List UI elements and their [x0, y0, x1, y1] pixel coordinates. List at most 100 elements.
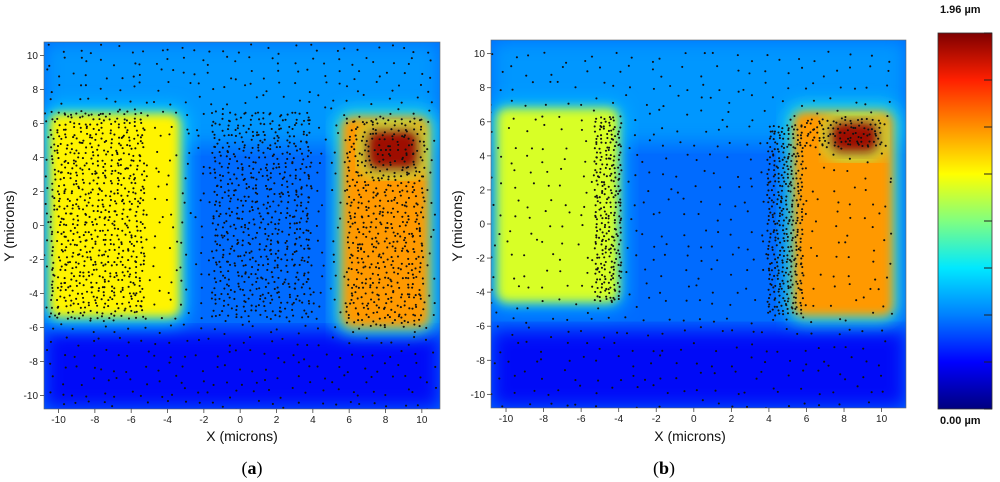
panel-b-sample-dot [860, 140, 863, 143]
panel-a-sample-dot [251, 370, 254, 373]
panel-a-sample-dot [383, 306, 386, 309]
panel-b-sample-dot [865, 117, 868, 120]
panel-b-sample-dot [786, 208, 789, 211]
panel-b-sample-dot [785, 195, 788, 198]
panel-a-sample-dot [242, 231, 245, 234]
panel-a-sample-dot [367, 302, 370, 305]
panel-a-sample-dot [53, 120, 56, 123]
panel-a-sample-dot [130, 255, 133, 258]
panel-a-sample-dot [249, 289, 252, 292]
panel-a-sample-dot [60, 171, 63, 174]
panel-a-sample-dot [142, 50, 145, 53]
panel-b-sample-dot [752, 258, 755, 261]
panel-a-sample-dot [291, 253, 294, 256]
panel-a-sample-dot [50, 133, 53, 136]
panel-a-sample-dot [241, 204, 245, 207]
panel-b-sample-dot [601, 273, 604, 277]
panel-b-sample-dot [745, 287, 748, 290]
panel-b-sample-dot [791, 125, 794, 128]
panel-a-sample-dot [377, 242, 380, 245]
panel-b-sample-dot [594, 169, 597, 172]
panel-a-sample-dot [276, 240, 279, 243]
panel-a-sample-dot [94, 263, 97, 266]
panel-a-sample-dot [91, 223, 95, 226]
panel-a-sample-dot [413, 240, 416, 243]
panel-a-sample-dot [223, 332, 226, 336]
panel-b-sample-dot [667, 198, 670, 201]
panel-b-sample-dot [838, 403, 841, 406]
panel-b-sample-dot [619, 264, 622, 267]
panel-a-sample-dot [375, 194, 378, 197]
panel-a-sample-dot [136, 229, 139, 232]
panel-a-sample-dot [315, 317, 318, 320]
panel-a-sample-dot [402, 230, 406, 233]
panel-b-sample-dot [780, 174, 783, 177]
panel-a-sample-dot [96, 123, 99, 126]
panel-a-sample-dot [305, 238, 308, 241]
panel-a-sample-dot [129, 100, 132, 103]
panel-b-sample-dot [603, 226, 606, 229]
panel-a-sample-dot [181, 46, 184, 49]
panel-a-sample-dot [122, 296, 125, 299]
panel-b-sample-dot [594, 272, 597, 275]
panel-b-sample-dot [610, 172, 613, 175]
panel-a-sample-dot [112, 64, 116, 67]
panel-a-sample-dot [229, 197, 232, 200]
panel-a-sample-dot [52, 327, 55, 330]
panel-a-sample-dot [286, 270, 289, 274]
panel-a-sample-dot [135, 265, 138, 269]
panel-b-sample-dot [832, 127, 835, 130]
panel-b-sample-dot [833, 169, 836, 172]
panel-b-sample-dot [599, 171, 602, 174]
panel-a-sample-dot [433, 277, 436, 280]
panel-a-sample-dot [113, 287, 116, 290]
panel-b-sample-dot [652, 258, 655, 261]
panel-b-sample-dot [661, 127, 664, 130]
panel-a-sample-dot [84, 74, 87, 77]
panel-b-sample-dot [604, 251, 607, 254]
panel-a-sample-dot [265, 90, 268, 93]
panel-a-sample-dot [354, 127, 358, 131]
panel-a-sample-dot [45, 265, 48, 268]
panel-b-sample-dot [850, 126, 853, 129]
panel-a-sample-dot [321, 275, 324, 278]
panel-a-sample-dot [419, 266, 422, 269]
panel-a-sample-dot [90, 237, 94, 240]
panel-b-sample-dot [642, 319, 645, 322]
panel-a-sample-dot [264, 297, 267, 300]
panel-a-sample-dot [72, 232, 75, 235]
panel-a-sample-dot [113, 294, 116, 297]
panel-a-sample-dot [110, 290, 114, 293]
panel-a-sample-dot [141, 287, 144, 290]
panel-b-sample-dot [601, 184, 604, 188]
panel-b-sample-dot [610, 133, 613, 136]
panel-b-sample-dot [810, 332, 813, 335]
panel-a-sample-dot [73, 125, 76, 129]
panel-b-sample-dot [804, 144, 807, 147]
panel-b-x-tick-label: -2 [652, 414, 661, 425]
panel-a-sample-dot [297, 401, 300, 404]
panel-a-sample-dot [242, 341, 245, 344]
panel-a-sample-dot [302, 158, 305, 161]
panel-a-sample-dot [393, 271, 396, 274]
panel-b-sample-dot [796, 182, 800, 185]
panel-b-sample-dot [594, 241, 597, 244]
panel-a-sample-dot [235, 212, 238, 215]
panel-a-sample-dot [372, 60, 375, 64]
panel-a-sample-dot [430, 201, 433, 205]
panel-a-sample-dot [295, 209, 298, 212]
panel-a-sample-dot [51, 195, 54, 198]
panel-a-sample-dot [91, 188, 94, 191]
panel-b-sample-dot [857, 143, 860, 146]
panel-b-y-tick-label: 10 [474, 49, 486, 60]
panel-a-sample-dot [98, 249, 101, 252]
panel-a-sample-dot [109, 238, 112, 241]
panel-a-sample-dot [85, 290, 89, 293]
panel-a-sample-dot [418, 179, 421, 182]
panel-a-sample-dot [135, 292, 138, 295]
panel-a-sample-dot [221, 310, 224, 313]
panel-b-sample-dot [796, 216, 799, 219]
panel-a-sample-dot [356, 171, 359, 174]
